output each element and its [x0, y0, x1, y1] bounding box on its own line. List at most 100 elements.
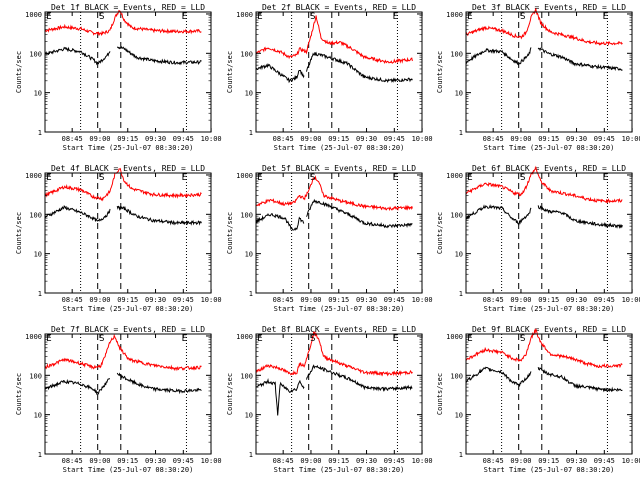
x-tick-label: 09:45 — [173, 457, 194, 465]
x-tick-label: 09:30 — [356, 457, 377, 465]
series-line — [116, 205, 202, 226]
series-line — [255, 15, 413, 64]
panel-title: Det 6f BLACK = Events, RED = LLD — [472, 164, 626, 173]
x-tick-label: 09:15 — [328, 135, 349, 143]
x-tick-label: 09:45 — [384, 457, 405, 465]
y-tick-label: 100 — [29, 372, 42, 380]
x-tick-label: 09:45 — [594, 296, 615, 304]
y-tick-label: 1000 — [236, 333, 253, 341]
y-tick-label: 100 — [240, 50, 253, 58]
x-tick-label: 09:00 — [89, 135, 110, 143]
x-tick-label: 09:00 — [300, 457, 321, 465]
x-tick-label: 09:00 — [510, 296, 531, 304]
series-line — [306, 364, 413, 393]
y-tick-label: 1000 — [25, 11, 42, 19]
x-tick-label: 09:15 — [117, 457, 138, 465]
panel-title: Det 8f BLACK = Events, RED = LLD — [262, 325, 416, 334]
x-tick-label: 09:15 — [328, 296, 349, 304]
panel-title: Det 4f BLACK = Events, RED = LLD — [51, 164, 205, 173]
y-axis-label: Counts/sec — [226, 51, 234, 93]
x-tick-label: 09:30 — [566, 457, 587, 465]
x-tick-label: 09:15 — [538, 296, 559, 304]
series-line — [537, 366, 623, 393]
x-tick-label: 09:30 — [566, 135, 587, 143]
x-tick-label: 09:30 — [145, 135, 166, 143]
x-tick-label: 09:00 — [300, 135, 321, 143]
x-tick-label: 09:15 — [538, 457, 559, 465]
y-tick-label: 10 — [245, 251, 253, 259]
x-tick-label: 08:45 — [273, 457, 294, 465]
region-marker-label: S — [310, 12, 315, 22]
x-tick-label: 09:15 — [328, 457, 349, 465]
region-marker-label: S — [310, 173, 315, 183]
panel-title: Det 2f BLACK = Events, RED = LLD — [262, 3, 416, 12]
x-tick-label: 09:00 — [510, 457, 531, 465]
y-tick-label: 10 — [245, 412, 253, 420]
series-line — [255, 330, 413, 377]
y-tick-label: 1 — [459, 129, 463, 137]
y-tick-label: 10 — [34, 412, 42, 420]
y-tick-label: 1 — [38, 451, 42, 459]
x-tick-label: 09:45 — [173, 135, 194, 143]
region-marker-label: S — [520, 334, 525, 344]
x-tick-label: 08:45 — [62, 135, 83, 143]
y-tick-label: 100 — [450, 211, 463, 219]
x-axis-label: Start Time (25-Jul-07 08:30:20) — [274, 144, 405, 152]
x-tick-label: 08:45 — [483, 135, 504, 143]
y-tick-label: 1 — [249, 129, 253, 137]
x-tick-label: 10:00 — [622, 135, 640, 143]
x-tick-label: 08:45 — [273, 135, 294, 143]
region-marker-label: E — [467, 334, 472, 344]
y-tick-label: 1 — [249, 290, 253, 298]
y-tick-label: 10 — [245, 90, 253, 98]
y-tick-label: 1000 — [446, 172, 463, 180]
x-tick-label: 08:45 — [483, 296, 504, 304]
x-tick-label: 08:45 — [62, 457, 83, 465]
panel-title: Det 7f BLACK = Events, RED = LLD — [51, 325, 205, 334]
x-tick-label: 09:30 — [145, 457, 166, 465]
x-tick-label: 09:15 — [538, 135, 559, 143]
series-line — [465, 366, 532, 387]
y-tick-label: 10 — [34, 90, 42, 98]
series-line — [45, 378, 110, 396]
x-tick-label: 09:15 — [117, 296, 138, 304]
region-marker-label: S — [520, 12, 525, 22]
y-tick-label: 1 — [249, 451, 253, 459]
series-line — [465, 47, 532, 66]
panel-title: Det 5f BLACK = Events, RED = LLD — [262, 164, 416, 173]
y-axis-label: Counts/sec — [226, 373, 234, 415]
x-tick-label: 09:30 — [356, 296, 377, 304]
region-marker-label: E — [467, 12, 472, 22]
region-marker-label: S — [99, 334, 104, 344]
x-tick-label: 10:00 — [622, 457, 640, 465]
x-axis-label: Start Time (25-Jul-07 08:30:20) — [484, 305, 615, 313]
y-axis-label: Counts/sec — [15, 212, 23, 254]
y-tick-label: 100 — [29, 50, 42, 58]
x-tick-label: 10:00 — [201, 135, 222, 143]
y-tick-label: 10 — [455, 90, 463, 98]
x-tick-label: 09:30 — [566, 296, 587, 304]
y-tick-label: 100 — [240, 372, 253, 380]
y-tick-label: 1 — [459, 451, 463, 459]
x-axis-label: Start Time (25-Jul-07 08:30:20) — [274, 466, 405, 474]
x-tick-label: 09:45 — [594, 135, 615, 143]
y-tick-label: 10 — [34, 251, 42, 259]
y-axis-label: Counts/sec — [15, 51, 23, 93]
x-axis-label: Start Time (25-Jul-07 08:30:20) — [63, 466, 194, 474]
y-axis-label: Counts/sec — [436, 51, 444, 93]
series-line — [465, 165, 623, 204]
series-line — [465, 328, 623, 369]
region-marker-label: S — [99, 173, 104, 183]
x-tick-label: 08:45 — [62, 296, 83, 304]
series-line — [44, 333, 202, 372]
region-marker-label: E — [393, 334, 398, 344]
y-tick-label: 100 — [450, 372, 463, 380]
y-tick-label: 1 — [38, 129, 42, 137]
region-marker-label: E — [393, 12, 398, 22]
x-axis-label: Start Time (25-Jul-07 08:30:20) — [484, 466, 615, 474]
